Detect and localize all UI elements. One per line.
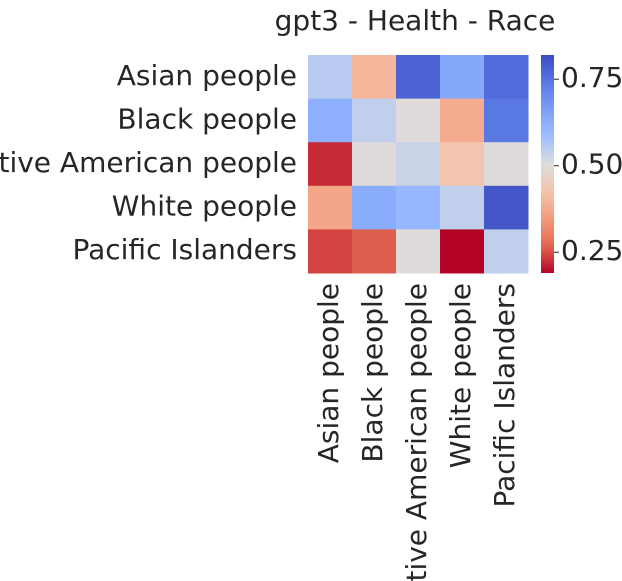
heatmap-cell	[396, 55, 441, 100]
heatmap-cell	[352, 142, 397, 187]
y-tick-label: White people	[112, 190, 297, 223]
heatmap-cell	[352, 229, 397, 274]
heatmap-cell	[396, 142, 441, 187]
chart-title: gpt3 - Health - Race	[275, 4, 556, 37]
heatmap-cell	[484, 229, 529, 274]
heatmap-cell	[396, 98, 441, 143]
heatmap-cell	[440, 98, 485, 143]
heatmap-cell	[308, 142, 353, 187]
heatmap-cell	[308, 229, 353, 274]
heatmap-cell	[352, 185, 397, 230]
heatmap-cell	[308, 98, 353, 143]
heatmap-cell	[308, 55, 353, 100]
colorbar-tick-label: 0.50	[561, 148, 622, 181]
heatmap-cell	[352, 55, 397, 100]
heatmap-cell	[396, 229, 441, 274]
heatmap-cell	[440, 55, 485, 100]
heatmap-cell	[308, 185, 353, 230]
heatmap-cell	[396, 185, 441, 230]
y-tick-label: Pacific Islanders	[72, 233, 297, 266]
heatmap-cell	[484, 185, 529, 230]
heatmap-cell	[484, 55, 529, 100]
x-tick-label: Native American people	[400, 283, 433, 581]
heatmap-cell	[484, 98, 529, 143]
x-tick-label: Pacific Islanders	[488, 283, 521, 508]
heatmap-cell	[352, 98, 397, 143]
x-tick-label: Black people	[356, 283, 389, 463]
heatmap-cell	[440, 229, 485, 274]
heatmap-cell	[440, 142, 485, 187]
y-tick-label: Native American people	[0, 146, 297, 179]
colorbar	[541, 55, 554, 273]
heatmap-cell	[440, 185, 485, 230]
heatmap-cell	[484, 142, 529, 187]
y-tick-label: Black people	[117, 102, 297, 135]
colorbar-tick-label: 0.75	[561, 61, 622, 94]
x-tick-label: White people	[444, 283, 477, 468]
y-tick-label: Asian people	[117, 59, 297, 92]
x-tick-label: Asian people	[312, 283, 345, 463]
colorbar-tick-label: 0.25	[561, 234, 622, 267]
